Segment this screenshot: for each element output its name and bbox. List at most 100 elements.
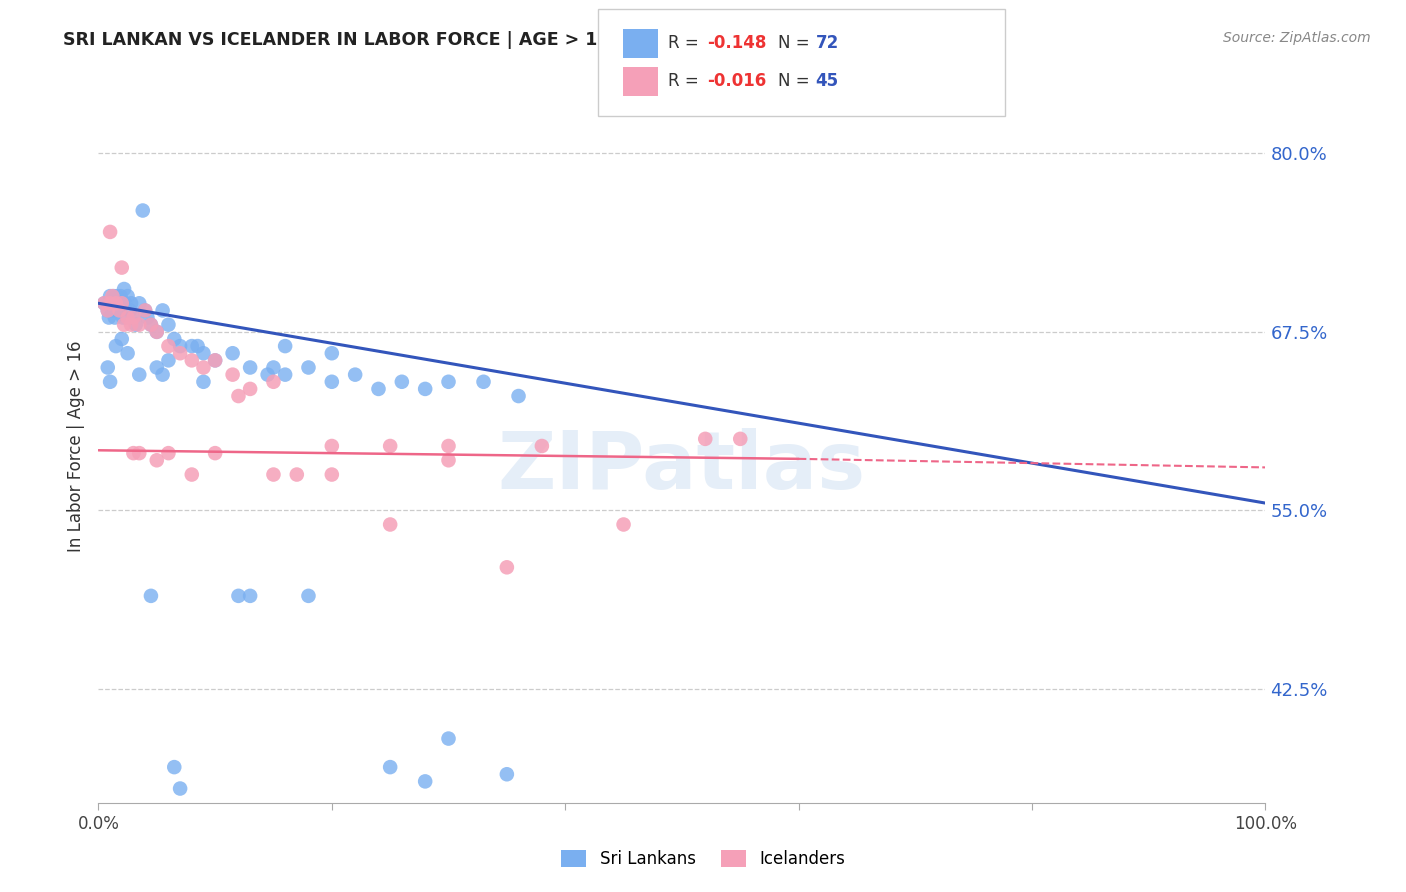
Point: [180, 339, 202, 353]
Point: [98, 225, 121, 239]
Point: [104, 296, 127, 310]
Point: [321, 467, 343, 482]
Text: 72: 72: [815, 34, 839, 52]
Text: N =: N =: [778, 72, 814, 90]
Point: [297, 589, 319, 603]
Point: [437, 439, 460, 453]
Point: [136, 310, 159, 325]
Point: [101, 303, 124, 318]
Point: [613, 517, 636, 532]
Point: [239, 360, 262, 375]
Point: [97, 303, 120, 318]
Point: [204, 353, 226, 368]
Point: [274, 368, 297, 382]
Point: [157, 339, 180, 353]
Point: [117, 310, 139, 325]
Point: [239, 589, 262, 603]
Point: [111, 296, 134, 310]
Point: [122, 310, 145, 325]
Point: [101, 289, 124, 303]
Point: [437, 375, 460, 389]
Point: [344, 368, 367, 382]
Point: [152, 368, 174, 382]
Point: [380, 439, 402, 453]
Point: [97, 310, 120, 325]
Text: -0.148: -0.148: [707, 34, 766, 52]
Point: [108, 303, 131, 318]
Point: [204, 446, 226, 460]
Point: [437, 453, 460, 467]
Text: N =: N =: [778, 34, 814, 52]
Point: [112, 318, 135, 332]
Point: [146, 360, 169, 375]
Point: [107, 296, 129, 310]
Point: [157, 446, 180, 460]
Point: [413, 382, 436, 396]
Point: [98, 296, 121, 310]
Point: [152, 303, 174, 318]
Point: [110, 289, 132, 303]
Point: [187, 339, 209, 353]
Point: [380, 517, 402, 532]
Point: [157, 353, 180, 368]
Point: [391, 375, 413, 389]
Point: [146, 325, 169, 339]
Text: 45: 45: [815, 72, 838, 90]
Point: [169, 781, 191, 796]
Point: [157, 318, 180, 332]
Point: [122, 310, 145, 325]
Point: [98, 289, 121, 303]
Point: [180, 353, 202, 368]
Point: [120, 296, 142, 310]
Point: [228, 589, 250, 603]
Point: [274, 339, 297, 353]
Point: [100, 296, 122, 310]
Point: [695, 432, 717, 446]
Point: [134, 303, 156, 318]
Point: [367, 382, 389, 396]
Point: [262, 467, 284, 482]
Point: [93, 296, 115, 310]
Point: [508, 389, 530, 403]
Point: [321, 439, 343, 453]
Point: [413, 774, 436, 789]
Point: [122, 446, 145, 460]
Point: [472, 375, 495, 389]
Text: Source: ZipAtlas.com: Source: ZipAtlas.com: [1223, 31, 1371, 45]
Point: [103, 289, 125, 303]
Point: [104, 296, 127, 310]
Point: [117, 289, 139, 303]
Point: [193, 360, 215, 375]
Point: [228, 389, 250, 403]
Point: [380, 760, 402, 774]
Point: [120, 318, 142, 332]
Point: [105, 289, 128, 303]
Point: [111, 310, 134, 325]
Point: [496, 560, 519, 574]
Point: [239, 382, 262, 396]
Point: [128, 446, 150, 460]
Point: [204, 353, 226, 368]
Point: [321, 346, 343, 360]
Legend: Sri Lankans, Icelanders: Sri Lankans, Icelanders: [554, 843, 852, 875]
Point: [139, 318, 162, 332]
Point: [118, 303, 141, 318]
Point: [221, 346, 243, 360]
Point: [221, 368, 243, 382]
Point: [108, 303, 131, 318]
Point: [193, 375, 215, 389]
Point: [111, 260, 134, 275]
Point: [93, 296, 115, 310]
Point: [146, 453, 169, 467]
Text: R =: R =: [668, 34, 704, 52]
Point: [146, 325, 169, 339]
Text: ZIPatlas: ZIPatlas: [498, 428, 866, 507]
Point: [128, 296, 150, 310]
Point: [169, 339, 191, 353]
Point: [104, 339, 127, 353]
Point: [163, 332, 186, 346]
Point: [134, 303, 156, 318]
Point: [262, 375, 284, 389]
Point: [163, 760, 186, 774]
Point: [256, 368, 278, 382]
